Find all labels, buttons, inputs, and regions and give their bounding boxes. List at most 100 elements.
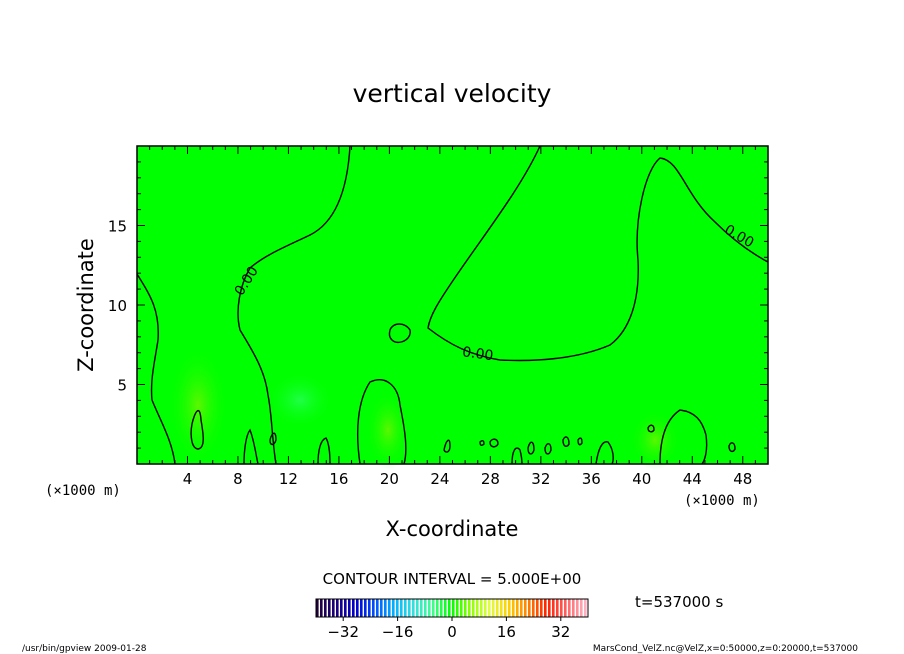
colorbar-swatch xyxy=(516,599,519,617)
colorbar-swatch xyxy=(568,599,571,617)
contour-label: 0.00 xyxy=(461,344,494,364)
colorbar-swatch xyxy=(536,599,539,617)
footer-right: MarsCond_VelZ.nc@VelZ,x=0:50000,z=0:2000… xyxy=(593,644,858,654)
colorbar-swatch xyxy=(492,599,495,617)
contour-line xyxy=(479,440,485,446)
contour-line xyxy=(243,428,259,465)
y-axis-label: Z-coordinate xyxy=(74,238,98,372)
colorbar-tick-label: 16 xyxy=(497,623,516,641)
warm-anomaly xyxy=(630,410,680,470)
x-tick-label: 36 xyxy=(582,470,601,488)
cool-anomaly xyxy=(265,370,335,430)
colorbar-swatch xyxy=(468,599,471,617)
contour-line xyxy=(659,409,708,465)
colorbar-swatch xyxy=(396,599,399,617)
colorbar-swatch xyxy=(580,599,583,617)
contour-line xyxy=(427,145,769,362)
x-axis: 4 8 12 16 20 24 28 32 36 40 44 48 xyxy=(149,146,756,488)
colorbar-swatch xyxy=(496,599,499,617)
colorbar-swatch xyxy=(392,599,395,617)
colorbar-swatch xyxy=(412,599,415,617)
plot-area: 0.000.000.00 xyxy=(136,145,769,470)
colorbar-swatch xyxy=(456,599,459,617)
colorbar-swatch xyxy=(480,599,483,617)
chart-title: vertical velocity xyxy=(353,79,552,108)
contour-line xyxy=(136,273,176,465)
y-axis: 5 10 15 xyxy=(108,161,768,449)
x-axis-label: X-coordinate xyxy=(386,517,519,541)
x-tick-label: 20 xyxy=(380,470,399,488)
colorbar-ticks: −32 −16 0 16 32 xyxy=(327,617,570,641)
colorbar-swatch xyxy=(512,599,515,617)
contour-line xyxy=(190,409,204,450)
contour-line xyxy=(544,443,552,455)
colorbar-swatch xyxy=(520,599,523,617)
colorbar-swatch xyxy=(352,599,355,617)
colorbar-swatch xyxy=(524,599,527,617)
colorbar-swatch xyxy=(368,599,371,617)
contour-line xyxy=(595,441,614,465)
contour-line xyxy=(728,442,736,453)
colorbar-swatch xyxy=(344,599,347,617)
contour-line xyxy=(527,441,535,455)
colorbar-swatch xyxy=(372,599,375,617)
colorbar-swatch xyxy=(464,599,467,617)
colorbar-swatch xyxy=(532,599,535,617)
footer-left: /usr/bin/gpview 2009-01-28 xyxy=(22,644,147,654)
contour-line xyxy=(647,424,655,433)
colorbar-swatch xyxy=(408,599,411,617)
x-unit-left: (×1000 m) xyxy=(45,483,121,499)
x-tick-label: 40 xyxy=(632,470,651,488)
colorbar-swatch xyxy=(376,599,379,617)
contour-line xyxy=(237,145,351,465)
colorbar-swatch xyxy=(528,599,531,617)
colorbar-swatch xyxy=(484,599,487,617)
x-tick-label: 32 xyxy=(531,470,550,488)
colorbar-swatch xyxy=(448,599,451,617)
x-tick-label: 28 xyxy=(481,470,500,488)
colorbar-swatch xyxy=(556,599,559,617)
x-tick-label: 12 xyxy=(279,470,298,488)
colorbar-frame xyxy=(315,598,589,618)
colorbar-swatch xyxy=(460,599,463,617)
colorbar-swatch xyxy=(564,599,567,617)
colorbar-swatch xyxy=(500,599,503,617)
colorbar-swatch xyxy=(320,599,323,617)
contour-lines xyxy=(136,145,769,465)
colorbar-tick-label: −16 xyxy=(382,623,414,641)
contour-line xyxy=(356,379,407,465)
colorbar-swatch xyxy=(548,599,551,617)
x-tick-label: 48 xyxy=(733,470,752,488)
colorbar-swatch xyxy=(476,599,479,617)
colorbar-swatch xyxy=(384,599,387,617)
colorbar-swatch xyxy=(332,599,335,617)
colorbar-swatch xyxy=(420,599,423,617)
warm-anomaly xyxy=(168,345,228,465)
colorbar-tick-label: 32 xyxy=(551,623,570,641)
colorbar-swatch xyxy=(328,599,331,617)
contour-line xyxy=(388,323,411,344)
contour-line xyxy=(511,447,523,465)
colorbar-swatch xyxy=(428,599,431,617)
colorbar-swatch xyxy=(360,599,363,617)
colorbar-swatch xyxy=(488,599,491,617)
colorbar-swatch xyxy=(388,599,391,617)
colorbar-swatch xyxy=(560,599,563,617)
y-tick-label: 10 xyxy=(108,297,127,315)
colorbar-swatch xyxy=(572,599,575,617)
colorbar-swatch xyxy=(508,599,511,617)
contour-interval: CONTOUR INTERVAL = 5.000E+00 xyxy=(323,570,582,588)
colorbar-swatch xyxy=(472,599,475,617)
x-tick-label: 24 xyxy=(430,470,449,488)
contour-line xyxy=(317,437,331,465)
contour-line xyxy=(489,438,499,448)
y-tick-label: 15 xyxy=(108,218,127,236)
colorbar-swatch xyxy=(416,599,419,617)
contour-line xyxy=(577,437,583,446)
colorbar-swatch xyxy=(404,599,407,617)
colorbar-swatch xyxy=(552,599,555,617)
colorbar-swatch xyxy=(316,599,319,617)
colorbar xyxy=(316,599,587,617)
colorbar-swatch xyxy=(544,599,547,617)
